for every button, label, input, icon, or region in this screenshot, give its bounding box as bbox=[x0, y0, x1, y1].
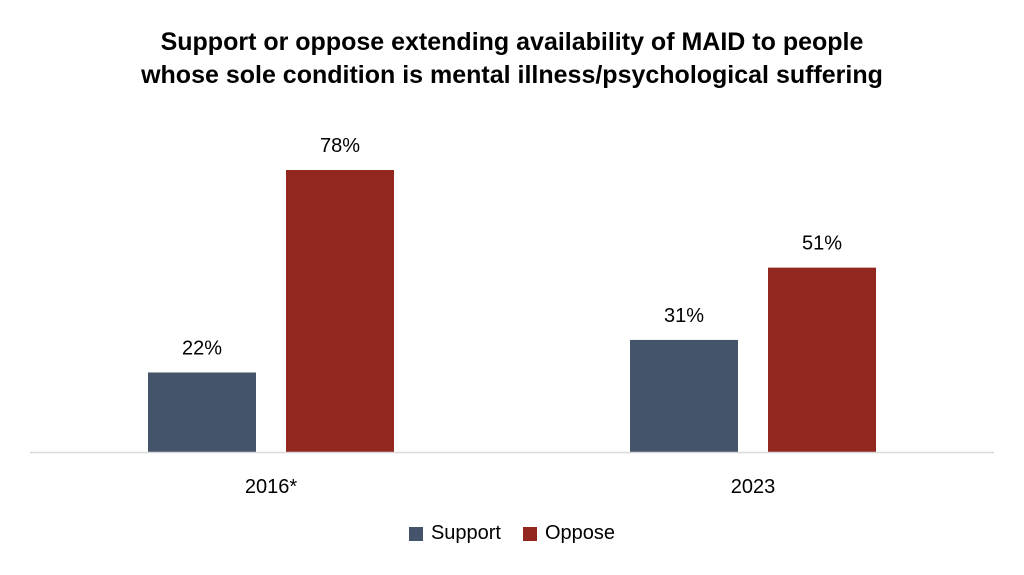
legend: Support Oppose bbox=[0, 522, 1024, 545]
legend-swatch-support bbox=[408, 526, 423, 541]
legend-swatch-oppose bbox=[523, 526, 537, 541]
chart-title-line-1: Support or oppose extending availability… bbox=[160, 28, 864, 56]
data-label-oppose-1: 51% bbox=[802, 233, 842, 255]
bar-oppose-1 bbox=[768, 267, 876, 452]
bar-support-0 bbox=[148, 372, 256, 452]
x-tick-label-0: 2016* bbox=[245, 476, 297, 498]
x-tick-label-1: 2023 bbox=[731, 476, 776, 498]
data-label-oppose-0: 78% bbox=[320, 135, 360, 157]
legend-label-support: Support bbox=[430, 522, 501, 544]
data-label-support-1: 31% bbox=[664, 305, 704, 327]
bar-support-1 bbox=[630, 339, 738, 452]
legend-label-oppose: Oppose bbox=[545, 522, 616, 544]
legend-item-support: Support bbox=[408, 522, 501, 545]
bar-oppose-0 bbox=[286, 170, 394, 452]
legend-item-oppose: Oppose bbox=[523, 522, 615, 545]
data-label-support-0: 22% bbox=[182, 337, 222, 359]
chart-title: Support or oppose extending availability… bbox=[0, 26, 1024, 92]
chart-title-line-2: whose sole condition is mental illness/p… bbox=[141, 61, 883, 89]
